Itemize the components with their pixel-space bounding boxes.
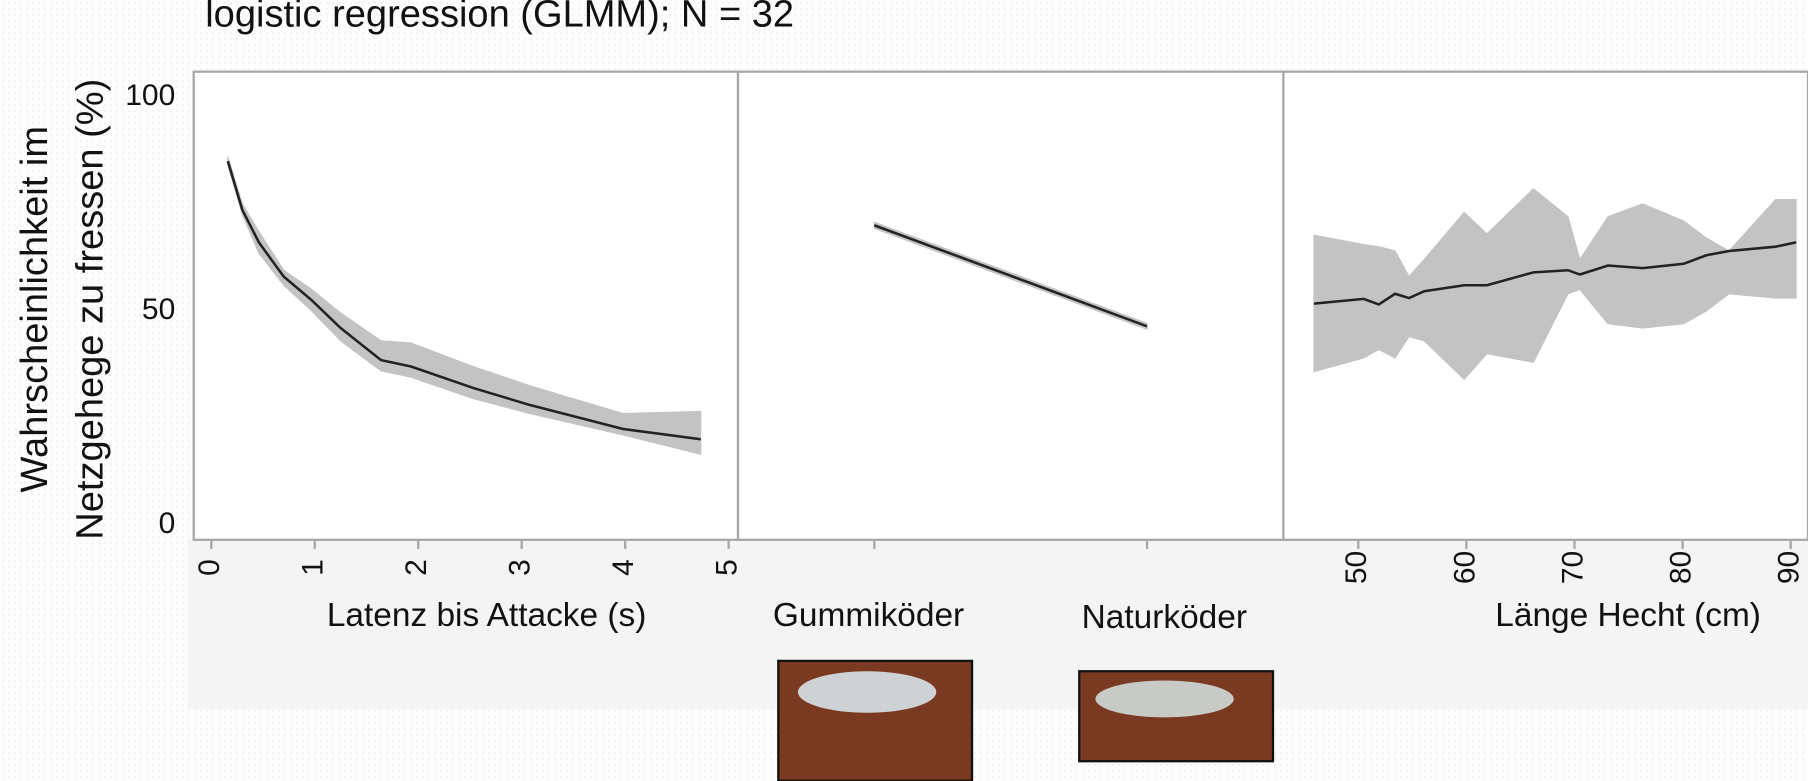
x-tick-label: 90 <box>1773 551 1806 584</box>
x-axis-label: Latenz bis Attacke (s) <box>327 597 647 634</box>
y-axis-label: Wahrscheinlichkeit im <box>14 126 56 492</box>
x-tick-label: 60 <box>1448 551 1481 584</box>
x-tick-label: 1 <box>297 559 330 576</box>
confidence-band <box>1313 188 1797 381</box>
x-tick-label: 3 <box>504 559 537 576</box>
y-axis-label: Netzgehege zu fressen (%) <box>69 79 111 540</box>
x-tick-label: Gummiköder <box>773 597 964 634</box>
confidence-band <box>227 156 702 455</box>
axis-background <box>187 539 1808 710</box>
bait-photo-fish <box>797 671 937 713</box>
x-tick-label: Naturköder <box>1082 599 1247 636</box>
fit-line <box>226 160 701 441</box>
x-tick-label: 0 <box>193 559 226 576</box>
x-axis-label: Länge Hecht (cm) <box>1495 597 1761 634</box>
x-tick-label: 50 <box>1340 551 1373 584</box>
x-tick-label: 2 <box>400 559 433 576</box>
plot-frame <box>192 70 1808 541</box>
fit-line <box>873 224 1148 328</box>
x-tick-label: 70 <box>1556 551 1589 584</box>
y-tick-label: 0 <box>159 507 176 540</box>
bait-photo-fish <box>1095 680 1234 718</box>
x-tick-label: 5 <box>711 559 744 576</box>
chart-title: logistic regression (GLMM); N = 32 <box>205 0 794 35</box>
x-tick-label: 4 <box>607 559 640 576</box>
fit-line <box>1313 241 1797 306</box>
y-tick-label: 50 <box>142 293 175 326</box>
y-tick-label: 100 <box>125 79 175 112</box>
x-tick-label: 80 <box>1665 551 1698 584</box>
